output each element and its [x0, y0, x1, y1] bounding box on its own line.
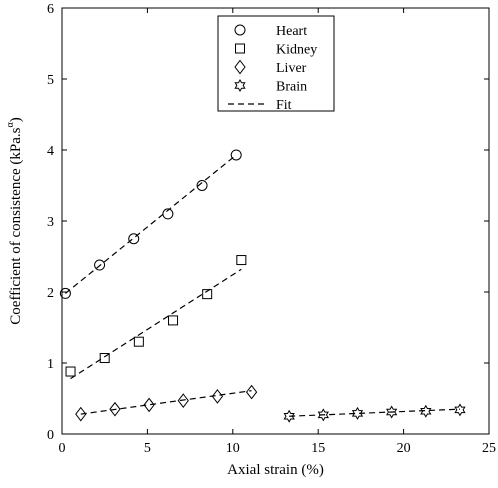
x-tick-label: 20 — [397, 441, 411, 456]
brain-point — [386, 405, 398, 419]
liver-point — [143, 397, 155, 413]
data-points — [59, 149, 466, 423]
x-tick-label: 10 — [226, 441, 240, 456]
liver-point — [177, 393, 189, 408]
kidney-point — [236, 255, 247, 266]
liver-point — [109, 401, 121, 417]
liver-point — [75, 406, 87, 422]
y-tick-label: 6 — [47, 2, 54, 17]
y-tick-label: 4 — [47, 144, 54, 159]
fit-lines — [65, 154, 460, 417]
liver-point — [211, 389, 224, 404]
y-tick-label: 5 — [47, 73, 54, 88]
y-axis-label-close: ) — [8, 117, 24, 122]
y-axis-label-main: Coefficient of consistence (kPa.s — [8, 127, 24, 324]
liver-fit-line — [80, 390, 252, 415]
kidney-point — [133, 336, 144, 347]
heart-point — [196, 180, 208, 191]
legend-label-fit: Fit — [276, 98, 292, 113]
heart-fit-line — [65, 154, 237, 294]
y-axis-label: Coefficient of consistence (kPa.sα) — [5, 117, 24, 324]
legend-label-kidney: Kidney — [276, 43, 317, 58]
legend-label-brain: Brain — [276, 80, 307, 95]
liver-point — [245, 384, 258, 400]
x-axis-label: Axial strain (%) — [227, 462, 324, 478]
brain-fit-line — [289, 408, 460, 417]
kidney-point — [99, 353, 110, 364]
kidney-point — [202, 289, 213, 300]
y-axis: 0 1 2 3 4 5 6 — [47, 2, 489, 443]
kidney-point — [168, 315, 179, 326]
heart-point — [94, 259, 106, 271]
x-tick-label: 15 — [311, 441, 325, 456]
y-tick-label: 0 — [47, 428, 54, 443]
x-tick-label: 25 — [482, 441, 496, 456]
heart-point — [128, 233, 140, 245]
y-tick-label: 2 — [47, 286, 54, 301]
heart-point — [230, 149, 242, 161]
x-tick-label: 0 — [59, 441, 66, 456]
brain-point — [420, 404, 432, 418]
heart-point — [162, 208, 174, 220]
legend-marker-kidney — [235, 43, 245, 54]
heart-point — [59, 287, 71, 299]
kidney-fit-line — [70, 268, 242, 380]
legend-marker-liver — [234, 59, 246, 75]
legend-marker-heart — [234, 24, 246, 36]
x-axis: 0 5 10 15 20 25 — [59, 8, 496, 456]
brain-point — [351, 406, 364, 420]
brain-point — [317, 408, 329, 422]
legend-label-heart: Heart — [276, 24, 307, 39]
kidney-point — [65, 366, 76, 377]
legend-marker-brain — [234, 79, 246, 92]
y-tick-label: 3 — [47, 215, 54, 230]
legend-label-liver: Liver — [276, 61, 307, 76]
legend: Heart Kidney Liver Brain Fit — [217, 15, 335, 113]
brain-point — [283, 409, 295, 423]
y-axis-label-superscript: α — [5, 122, 16, 128]
y-tick-label: 1 — [47, 357, 54, 372]
brain-point — [454, 403, 466, 417]
x-tick-label: 5 — [144, 441, 151, 456]
